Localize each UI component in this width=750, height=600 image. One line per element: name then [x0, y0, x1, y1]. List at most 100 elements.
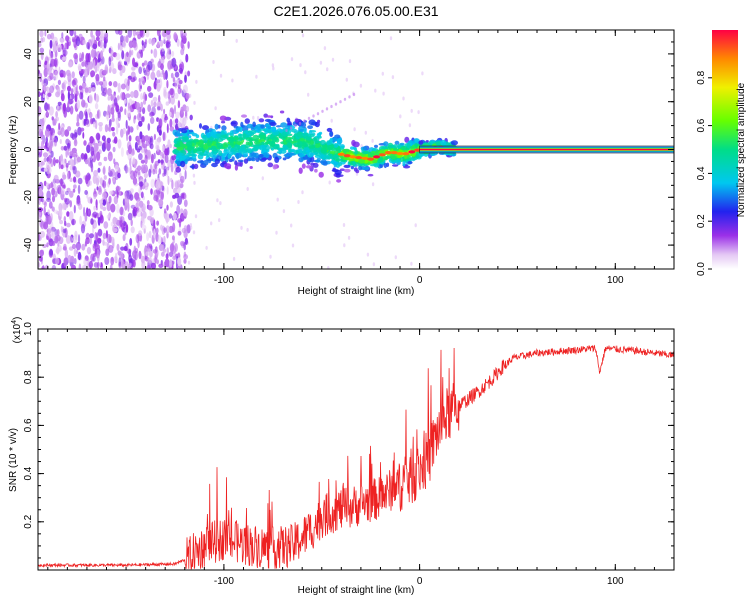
- noise-speckle: [171, 155, 177, 161]
- noise-speckle: [49, 72, 54, 81]
- noise-speckle: [65, 35, 70, 42]
- noise-speckle: [63, 243, 67, 251]
- noise-speckle: [38, 212, 41, 218]
- noise-speckle: [148, 38, 152, 45]
- spectrogram-ytick-label: 0: [23, 146, 34, 152]
- noise-speckle: [39, 218, 43, 228]
- faint-speckle: [421, 71, 424, 76]
- noise-speckle: [149, 111, 155, 117]
- noise-speckle: [155, 169, 158, 175]
- noise-speckle: [80, 223, 86, 234]
- noise-speckle: [40, 51, 44, 61]
- noise-speckle: [78, 65, 82, 72]
- noise-speckle: [98, 125, 103, 132]
- band-blob: [290, 148, 296, 153]
- band-blob: [235, 153, 240, 160]
- noise-speckle: [185, 53, 189, 63]
- noise-speckle: [98, 161, 102, 166]
- faint-speckle: [389, 36, 393, 41]
- band-blob: [228, 158, 233, 163]
- noise-speckle: [158, 129, 162, 136]
- band-blob: [269, 121, 277, 127]
- noise-speckle: [71, 71, 75, 79]
- band-blob: [403, 165, 411, 169]
- band-blob: [184, 158, 188, 165]
- noise-speckle: [137, 112, 142, 121]
- band-blob: [309, 156, 315, 163]
- noise-speckle: [165, 101, 170, 106]
- band-blob: [266, 115, 272, 118]
- noise-speckle: [69, 177, 73, 182]
- noise-speckle: [67, 61, 73, 68]
- band-blob: [208, 136, 214, 141]
- noise-speckle: [62, 228, 67, 234]
- faint-speckle: [301, 190, 304, 195]
- noise-speckle: [76, 156, 82, 163]
- band-blob: [307, 133, 315, 138]
- noise-speckle: [172, 194, 177, 199]
- noise-speckle: [162, 145, 165, 152]
- noise-speckle: [165, 41, 171, 49]
- noise-speckle: [108, 56, 112, 67]
- noise-speckle: [142, 141, 145, 148]
- noise-speckle: [38, 262, 41, 268]
- noise-speckle: [62, 102, 66, 112]
- noise-speckle: [51, 116, 54, 121]
- noise-speckle: [170, 95, 175, 105]
- noise-speckle: [56, 184, 62, 194]
- noise-speckle: [47, 229, 53, 238]
- noise-speckle: [94, 248, 98, 255]
- band-blob: [298, 153, 305, 158]
- noise-speckle: [173, 251, 177, 260]
- noise-speckle: [140, 159, 145, 164]
- noise-speckle: [128, 144, 132, 155]
- noise-speckle: [144, 135, 150, 142]
- noise-speckle: [98, 185, 102, 193]
- noise-speckle: [147, 85, 152, 92]
- band-blob: [223, 163, 232, 169]
- spectrogram-xtick-label: -100: [214, 275, 234, 286]
- faint-speckle: [347, 235, 351, 240]
- noise-speckle: [92, 225, 95, 234]
- noise-speckle: [131, 49, 134, 56]
- noise-speckle: [164, 148, 169, 156]
- noise-speckle: [86, 65, 90, 73]
- noise-speckle: [43, 201, 47, 208]
- trail-speckle: [330, 104, 333, 109]
- noise-speckle: [102, 206, 107, 211]
- noise-speckle: [133, 115, 137, 120]
- noise-speckle: [45, 141, 48, 149]
- noise-speckle: [160, 103, 163, 112]
- band-blob: [378, 151, 386, 154]
- noise-speckle: [95, 132, 101, 141]
- noise-speckle: [42, 152, 49, 158]
- noise-speckle: [84, 87, 89, 93]
- noise-speckle: [178, 121, 181, 129]
- noise-speckle: [56, 104, 59, 110]
- noise-speckle: [69, 236, 73, 244]
- faint-speckle: [417, 110, 420, 115]
- carrier-outline: [419, 145, 674, 154]
- noise-speckle: [172, 222, 176, 233]
- noise-speckle: [52, 132, 55, 141]
- trail-speckle: [339, 100, 342, 104]
- noise-speckle: [103, 175, 107, 180]
- noise-speckle: [182, 84, 188, 94]
- noise-speckle: [130, 91, 135, 98]
- noise-speckle: [88, 260, 93, 269]
- faint-speckle: [323, 46, 327, 51]
- noise-speckle: [132, 250, 137, 259]
- noise-speckle: [95, 36, 100, 41]
- noise-speckle: [114, 171, 119, 181]
- noise-speckle: [69, 30, 74, 37]
- band-blob: [374, 144, 378, 148]
- band-blob: [267, 162, 274, 168]
- noise-speckle: [163, 108, 166, 115]
- noise-speckle: [148, 230, 152, 239]
- noise-speckle: [126, 51, 129, 58]
- noise-speckle: [108, 81, 113, 87]
- noise-speckle: [148, 111, 154, 117]
- faint-speckle: [299, 63, 302, 68]
- noise-speckle: [178, 79, 183, 85]
- noise-speckle: [177, 86, 182, 95]
